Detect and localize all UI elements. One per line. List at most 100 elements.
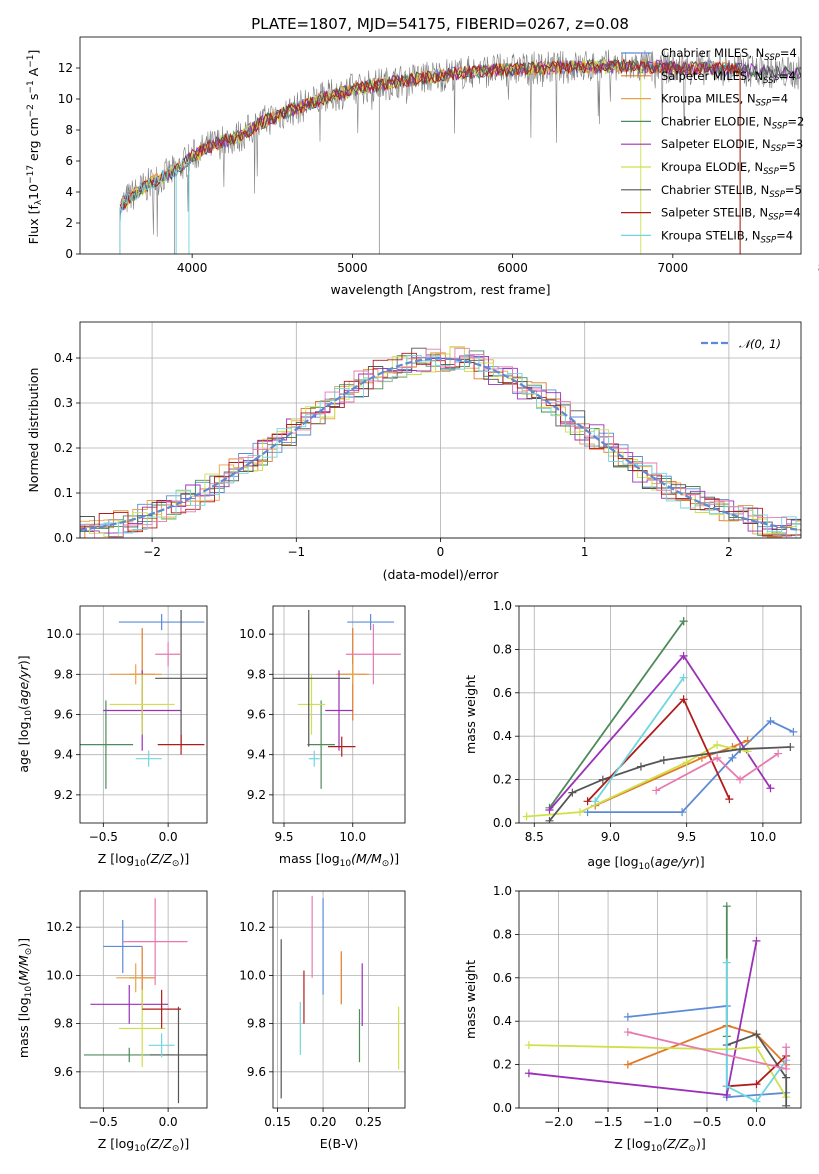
weight-marker	[679, 617, 688, 626]
legend-label: Chabrier ELODIE, NSSP=2	[661, 114, 804, 131]
model-spectrum	[119, 157, 190, 213]
y-tick-label: 10	[58, 92, 73, 106]
y-tick-label: 12	[58, 61, 73, 75]
weight-marker	[736, 745, 745, 754]
weight-marker	[679, 651, 688, 660]
y-tick-label: 0.6	[493, 686, 512, 700]
y-tick-label: 0.4	[493, 1014, 512, 1028]
y-tick-label: 0.2	[493, 773, 512, 787]
y-tick-label: 9.2	[247, 788, 266, 802]
x-axis-label: mass [log10(M/M⊙)]	[279, 851, 399, 869]
weight-marker	[722, 958, 731, 967]
x-tick-label: 2	[725, 545, 733, 559]
legend-label: 𝒩(0, 1)	[739, 337, 781, 351]
age-ylabel-1: age [log10(age/yr)]	[16, 655, 34, 772]
model-spectrum	[119, 57, 741, 212]
errorbar-point	[122, 898, 188, 986]
x-tick-label: 5000	[337, 261, 368, 275]
histograms	[80, 346, 801, 538]
weight-marker	[743, 736, 752, 745]
weight-series-line	[548, 620, 685, 809]
errorbar-point	[109, 664, 162, 685]
errorbar-point	[307, 700, 335, 789]
x-tick-label: 10.0	[339, 830, 366, 844]
errorbar-point	[142, 989, 182, 1029]
mass-vs-Z-panel: −0.5 0.0 9.6 9.8 10.0 10.2 Z [log10(Z/Z⊙)]	[46, 890, 208, 1154]
spectrum-ylabel: Flux [fλ10−17 erg cm−2 s−1 A−1]	[26, 50, 44, 245]
y-tick-label: 10.2	[46, 920, 73, 934]
y-tick-label: 8	[65, 123, 73, 137]
y-tick-label: 9.6	[54, 708, 73, 722]
y-tick-label: 0.3	[54, 396, 73, 410]
weight-marker	[786, 743, 795, 752]
legend-label: Salpeter ELODIE, NSSP=3	[661, 137, 803, 154]
legend-label: Salpeter STELIB, NSSP=4	[661, 206, 801, 223]
x-axis-label: (data-model)/error	[383, 567, 500, 582]
weight-marker	[722, 902, 731, 911]
y-tick-label: 1.0	[493, 884, 512, 898]
y-tick-label: 0.4	[493, 729, 512, 743]
weight-marker	[782, 1073, 791, 1082]
x-tick-label: 9.5	[274, 830, 293, 844]
axes-frame	[79, 890, 208, 1109]
weight-marker	[545, 816, 554, 823]
x-tick-label: −1	[287, 545, 305, 559]
weight-vs-age-panel: 8.5 9.0 9.5 10.0 0.0 0.2 0.4 0.6 0.8 1.0 mass weig…	[463, 599, 802, 844]
x-axis-label: Z [log10(Z/Z⊙)]	[98, 851, 189, 869]
weight-marker	[782, 1064, 791, 1073]
axes-frame	[79, 321, 802, 539]
spectrum-panel: 4000 5000 6000 7000 8000 0 2 4 6 8 10 12 Chabrier MI…	[58, 36, 819, 297]
weight-marker	[774, 749, 783, 758]
x-tick-label: 8000	[818, 261, 819, 275]
weight-marker	[636, 762, 645, 771]
errorbar-point	[135, 750, 162, 767]
weight-lines	[524, 902, 791, 1108]
model-spectrum	[119, 58, 741, 210]
weight-series-line	[594, 739, 748, 807]
x-tick-label: 0.0	[747, 1115, 766, 1129]
x-axis-label: Z [log10(Z/Z⊙)]	[98, 1136, 189, 1154]
y-tick-label: 9.2	[54, 788, 73, 802]
x-tick-label: 8.5	[525, 830, 544, 844]
weight-marker	[752, 936, 761, 945]
y-tick-label: 0.6	[493, 971, 512, 985]
weight-marker	[752, 1097, 761, 1106]
spectrum-lines	[119, 49, 801, 254]
x-tick-label: −0.5	[89, 1115, 118, 1129]
model-spectrum	[119, 58, 741, 209]
x-tick-label: 0.25	[355, 1115, 382, 1129]
axes-frame	[518, 890, 802, 1109]
errorbar-point	[336, 664, 370, 685]
y-tick-label: 10.0	[239, 968, 266, 982]
weight-series-line	[655, 752, 779, 792]
weight-marker	[713, 740, 722, 749]
weight-marker	[598, 775, 607, 784]
weight-marker	[575, 808, 584, 817]
gaussian-curve	[80, 357, 801, 532]
y-tick-label: 10.0	[46, 968, 73, 982]
weight-marker	[679, 695, 688, 704]
axes-frame	[518, 605, 802, 824]
weight-marker	[545, 805, 554, 814]
weight-marker	[524, 1041, 533, 1050]
weight-marker	[652, 786, 661, 795]
y-tick-label: 0.8	[493, 927, 512, 941]
weight-marker	[524, 1069, 533, 1078]
mass-vs-ebv-panel: 0.15 0.20 0.25 9.6 9.8 10.0 10.2 E(B-V)	[239, 890, 406, 1151]
y-tick-label: 9.6	[247, 1065, 266, 1079]
y-tick-label: 0.1	[54, 486, 73, 500]
weight-marker	[623, 1060, 632, 1069]
y-tick-label: 0.0	[493, 1101, 512, 1115]
y-tick-label: 9.8	[54, 667, 73, 681]
weight-marker	[722, 1090, 731, 1099]
x-axis-label: Z [log10(Z/Z⊙)]	[614, 1136, 705, 1154]
weight-age-xlabel: age [log10(age/yr)]	[587, 854, 704, 872]
weight-marker	[659, 756, 668, 765]
x-tick-label: 0	[437, 545, 445, 559]
x-tick-label: 6000	[497, 261, 528, 275]
weight-lines	[522, 617, 798, 823]
axes-frame	[79, 605, 208, 824]
weight-marker	[782, 1043, 791, 1052]
y-tick-label: 1.0	[493, 599, 512, 613]
y-axis-label: mass weight	[463, 960, 478, 1039]
